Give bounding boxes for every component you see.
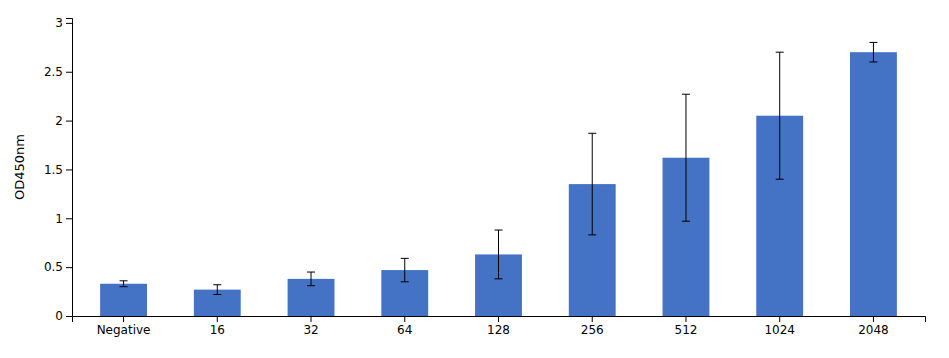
x-tick-label: 16 — [210, 323, 225, 337]
y-axis-line — [66, 19, 73, 317]
error-bar — [401, 258, 409, 281]
bar — [100, 284, 147, 316]
x-tick-label: 32 — [303, 323, 318, 337]
error-bar-stem — [217, 285, 218, 295]
y-tick: 2 — [55, 114, 72, 128]
error-bar — [869, 42, 877, 62]
x-tick: 32 — [303, 316, 318, 337]
y-tick: 1 — [55, 212, 72, 226]
y-tick-mark — [66, 316, 72, 317]
x-tick: 256 — [581, 316, 604, 337]
error-bar-stem — [873, 42, 874, 62]
chart-svg: 0 0.5 1 1.5 2 2.5 3 Negative 16 32 64 128 256 512 1024… — [0, 0, 949, 358]
x-tick: 1024 — [764, 316, 795, 337]
error-bar — [213, 285, 221, 295]
x-tick-mark — [123, 316, 124, 322]
error-bar-cap — [120, 286, 128, 287]
chart-container: 0 0.5 1 1.5 2 2.5 3 Negative 16 32 64 128 256 512 1024… — [0, 0, 949, 358]
x-tick-mark — [779, 316, 780, 322]
x-tick-mark — [217, 316, 218, 322]
x-tick-mark — [498, 316, 499, 322]
error-bar-cap — [495, 278, 503, 279]
y-tick: 0.5 — [44, 260, 72, 274]
error-bar-cap — [588, 234, 596, 235]
error-bar-stem — [779, 52, 780, 179]
y-axis-title: OD450nm — [12, 134, 27, 200]
y-tick: 3 — [55, 16, 72, 30]
x-tick-label: 256 — [581, 323, 604, 337]
error-bar-stem — [592, 133, 593, 235]
error-bar — [588, 133, 596, 235]
x-tick-mark — [873, 316, 874, 322]
y-tick: 1.5 — [44, 163, 72, 177]
y-tick-mark — [66, 267, 72, 268]
y-tick-mark — [66, 23, 72, 24]
error-bar-stem — [685, 94, 686, 221]
error-bar — [120, 281, 128, 287]
x-tick: 2048 — [858, 316, 889, 337]
x-tick: 64 — [397, 316, 412, 337]
error-bar — [495, 230, 503, 279]
y-tick-mark — [66, 72, 72, 73]
x-tick-mark — [592, 316, 593, 322]
error-bar-cap — [495, 230, 503, 231]
y-tick-label: 0 — [55, 309, 63, 323]
error-bar — [776, 52, 784, 179]
error-bar-cap — [869, 61, 877, 62]
y-tick: 2.5 — [44, 65, 72, 79]
y-tick-label: 2 — [55, 114, 63, 128]
x-tick: 16 — [210, 316, 225, 337]
error-bar-stem — [311, 272, 312, 286]
x-tick-label: Negative — [97, 323, 151, 337]
error-bar-cap — [682, 221, 690, 222]
error-bar-cap — [401, 258, 409, 259]
error-bar-cap — [588, 133, 596, 134]
x-tick-label: 64 — [397, 323, 412, 337]
error-bar-stem — [404, 258, 405, 281]
x-axis-line — [73, 317, 926, 323]
y-tick-label: 3 — [55, 16, 63, 30]
plot-area: 0 0.5 1 1.5 2 2.5 3 Negative 16 32 64 128 256 512 1024… — [44, 16, 926, 336]
x-tick: 512 — [675, 316, 698, 337]
x-tick-label: 1024 — [764, 323, 795, 337]
x-tick-label: 128 — [487, 323, 510, 337]
y-tick-label: 1 — [55, 212, 63, 226]
y-tick-mark — [66, 169, 72, 170]
error-bar-cap — [682, 94, 690, 95]
x-tick-mark — [404, 316, 405, 322]
y-tick-label: 2.5 — [44, 65, 63, 79]
y-tick-label: 0.5 — [44, 260, 63, 274]
marks — [100, 42, 897, 316]
error-bar-cap — [776, 52, 784, 53]
error-bar-cap — [776, 179, 784, 180]
y-tick: 0 — [55, 309, 72, 323]
x-tick-label: 512 — [675, 323, 698, 337]
error-bar-cap — [307, 272, 315, 273]
error-bar-cap — [120, 280, 128, 281]
y-tick-label: 1.5 — [44, 163, 63, 177]
error-bar-cap — [401, 281, 409, 282]
error-bar — [682, 94, 690, 221]
error-bar-cap — [213, 294, 221, 295]
error-bar-cap — [307, 285, 315, 286]
error-bar-cap — [213, 284, 221, 285]
error-bar-stem — [123, 281, 124, 287]
error-bar — [307, 272, 315, 286]
y-tick-mark — [66, 121, 72, 122]
error-bar-cap — [869, 42, 877, 43]
x-axis: Negative 16 32 64 128 256 512 1024 2048 — [73, 316, 926, 337]
x-tick-mark — [311, 316, 312, 322]
bar — [850, 52, 897, 316]
y-tick-mark — [66, 218, 72, 219]
x-tick: Negative — [97, 316, 151, 337]
y-axis: 0 0.5 1 1.5 2 2.5 3 — [44, 16, 73, 323]
x-tick-mark — [685, 316, 686, 322]
error-bar-stem — [498, 230, 499, 279]
x-tick: 128 — [487, 316, 510, 337]
x-tick-label: 2048 — [858, 323, 889, 337]
